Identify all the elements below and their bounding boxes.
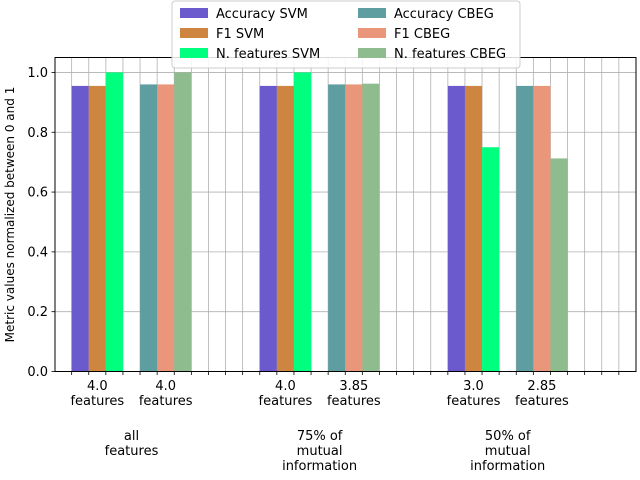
y-axis-label: Metric values normalized between 0 and 1 [3, 87, 17, 343]
group-label: 50% of mutual information [470, 429, 545, 474]
group-label: 75% of mutual information [282, 429, 357, 474]
axis-ticks: 0.0 0.2 0.4 0.6 0.8 1.0 4.0 features 4.0 features… [27, 66, 620, 474]
bar-cbeg-accuracy [516, 85, 534, 372]
y-tick-label: 0.4 [27, 245, 48, 260]
x-tick-label-cbeg: 3.85 features [327, 379, 381, 409]
bar-svm-f1 [88, 85, 106, 372]
legend-swatch [358, 8, 386, 18]
y-tick-label: 0.0 [27, 365, 48, 380]
legend-swatch [180, 8, 208, 18]
bar-cbeg-accuracy [140, 84, 158, 372]
bar-svm-accuracy [259, 85, 277, 372]
legend-swatch [358, 48, 386, 58]
x-tick-label-cbeg: 2.85 features [515, 379, 569, 409]
legend-box [171, 0, 521, 69]
legend-swatch [180, 48, 208, 58]
legend-entry: F1 SVM [216, 27, 264, 42]
y-tick-label: 0.6 [27, 186, 48, 201]
bar-svm-accuracy [71, 85, 89, 372]
x-tick-label-svm: 4.0 features [259, 379, 313, 409]
legend-entry: F1 CBEG [394, 27, 450, 42]
bar-svm-f1 [464, 85, 483, 372]
bar-cbeg-f1 [533, 85, 551, 372]
legend-entry: Accuracy SVM [216, 7, 308, 22]
group-label: all features [105, 429, 159, 459]
x-tick-label-svm: 4.0 features [70, 379, 124, 409]
x-tick-label-svm: 3.0 features [447, 379, 501, 409]
legend-entry: N. features SVM [216, 47, 320, 62]
bars [71, 72, 568, 372]
bar-svm-n-features [293, 72, 312, 372]
legend-entry: Accuracy CBEG [394, 7, 494, 22]
y-tick-label: 1.0 [27, 66, 48, 81]
x-tick-label-cbeg: 4.0 features [139, 379, 193, 409]
bar-cbeg-n-features [174, 72, 192, 372]
bar-cbeg-f1 [157, 84, 175, 372]
bar-cbeg-n-features [550, 158, 568, 372]
bar-cbeg-f1 [345, 84, 363, 372]
bar-svm-f1 [276, 85, 294, 372]
legend-swatch [358, 28, 386, 38]
legend-entry: N. features CBEG [394, 47, 506, 62]
y-tick-label: 0.2 [27, 305, 48, 320]
y-tick-label: 0.8 [27, 126, 48, 141]
legend-swatch [180, 28, 208, 38]
bar-cbeg-n-features [362, 83, 380, 372]
bar-cbeg-accuracy [328, 84, 346, 372]
legend: Accuracy SVM F1 SVM N. features SVM Accurac… [171, 0, 521, 69]
bar-svm-accuracy [447, 85, 465, 372]
bar-svm-n-features [482, 147, 500, 372]
bar-svm-n-features [105, 72, 123, 372]
